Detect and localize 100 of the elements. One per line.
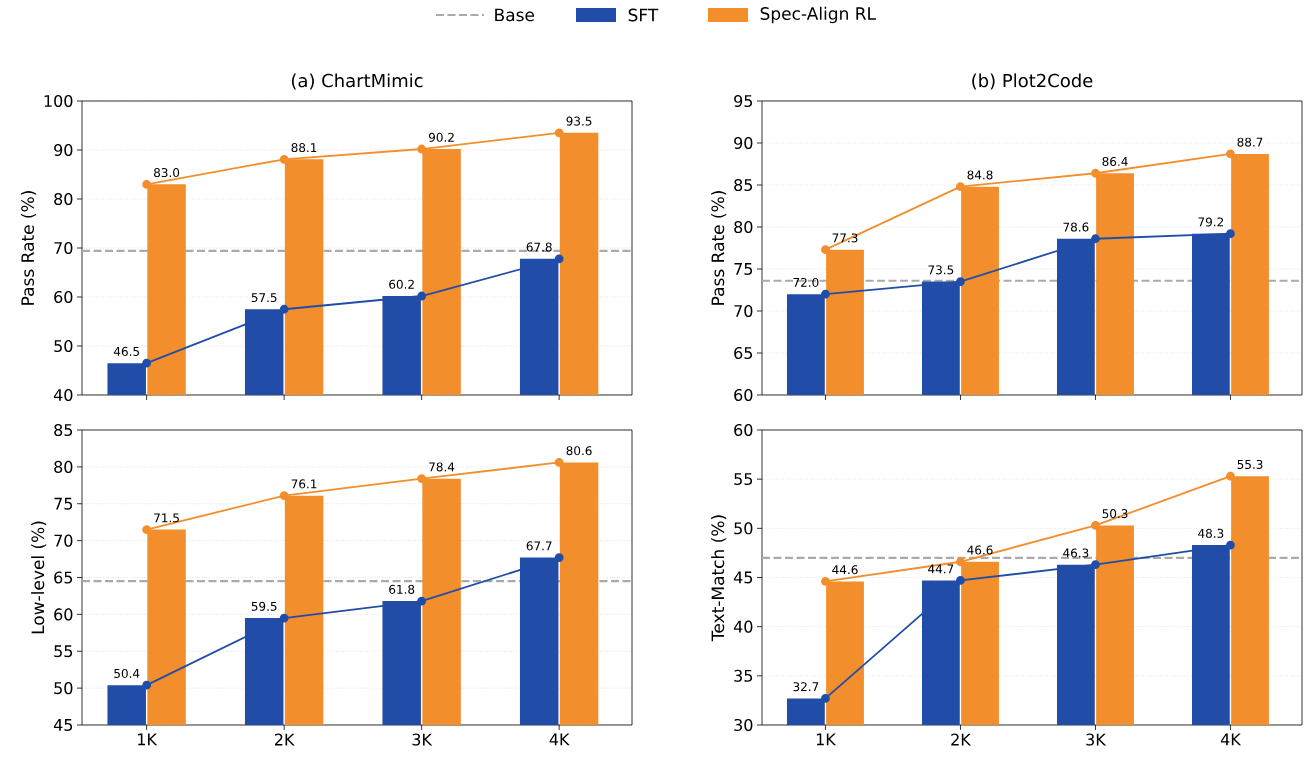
point [417,291,427,301]
data-label: 79.2 [1198,217,1224,227]
point [1091,168,1100,178]
y-tick-label: 40 [53,388,73,402]
x-tick-label: 1K [816,733,837,746]
x-tick-label: 2K [951,733,972,746]
data-label: 46.6 [967,545,993,555]
data-label: 46.5 [113,346,139,356]
data-label: 46.3 [1063,548,1089,558]
point [1226,471,1235,481]
y-axis-title: Low-level (%) [31,521,47,634]
point [821,577,830,586]
x-tick-label: 4K [1220,733,1242,746]
y-tick-label: 85 [54,423,73,437]
point [417,596,427,606]
point [142,358,152,368]
y-tick-label: 50 [54,339,73,353]
legend-label: Spec-Align RL [760,6,876,24]
y-tick-label: 70 [734,304,753,318]
y-tick-label: 95 [734,94,753,108]
y-tick-label: 60 [54,290,73,304]
point [279,154,289,164]
data-label: 50.4 [114,668,140,678]
data-label: 61.8 [389,584,415,594]
y-axis-title: Pass Rate (%) [711,191,727,305]
data-label: 67.8 [526,242,552,252]
data-label: 71.5 [154,513,179,523]
data-label: 76.1 [291,479,317,489]
y-axis-title: Pass Rate (%) [20,191,37,305]
data-label: 67.7 [526,541,552,551]
data-label: 72.0 [793,277,819,287]
y-tick-label: 100 [44,94,73,108]
data-label: 55.3 [1237,459,1263,470]
data-label: 93.5 [566,116,592,126]
point [1226,540,1235,550]
y-tick-label: 55 [734,473,753,486]
data-label: 44.6 [832,565,858,575]
y-tick-label: 65 [734,346,753,360]
data-label: 57.5 [251,293,277,303]
point [956,557,965,567]
y-tick-label: 90 [54,143,73,157]
data-label: 88.7 [1237,137,1263,147]
point [142,525,152,534]
y-tick-label: 65 [54,571,73,584]
y-tick-label: 75 [734,263,753,275]
y-tick-label: 55 [54,645,73,658]
legend-label: Base [495,8,535,22]
data-label: 80.6 [566,446,592,456]
data-label: 78.4 [429,462,455,472]
data-label: 90.2 [428,132,454,142]
point [142,179,152,189]
point [279,613,289,623]
y-tick-label: 50 [54,682,73,695]
x-tick-label: 3K [412,733,433,746]
point [1091,560,1100,570]
data-label: 78.6 [1063,222,1089,232]
y-tick-label: 40 [733,620,753,633]
data-label: 84.8 [967,170,993,180]
point [554,553,564,562]
point [1091,520,1100,530]
chart-title: (b) Plot2Code [972,73,1093,90]
y-tick-label: 50 [734,522,753,535]
y-tick-label: 80 [54,460,73,473]
point [956,277,965,286]
point [279,491,289,501]
point [554,128,564,138]
y-tick-label: 85 [734,178,753,192]
y-axis-title: Text-Match (%) [711,515,727,642]
x-tick-label: 3K [1086,733,1107,746]
y-tick-label: 60 [734,388,753,402]
point [554,458,564,467]
point [821,289,830,299]
y-tick-label: 60 [734,423,753,437]
x-tick-label: 4K [549,733,570,746]
point [417,474,427,484]
y-tick-label: 90 [734,136,753,150]
point [554,254,564,264]
y-tick-label: 30 [734,718,753,732]
data-label: 88.1 [291,143,317,153]
point [279,304,289,314]
y-tick-label: 75 [54,497,73,510]
x-tick-label: 2K [274,733,295,746]
y-tick-label: 45 [53,719,73,731]
data-label: 83.0 [154,168,180,178]
data-label: 86.4 [1102,156,1128,167]
data-label: 44.7 [928,564,954,574]
point [821,245,830,255]
data-label: 60.2 [389,279,414,289]
data-label: 32.7 [793,682,819,692]
point [1226,229,1235,239]
y-tick-label: 70 [54,241,73,255]
point [821,694,830,703]
y-tick-label: 45 [733,571,753,584]
y-tick-label: 80 [734,220,753,234]
point [142,680,152,690]
point [956,182,965,192]
y-tick-label: 60 [54,608,73,621]
y-tick-label: 70 [54,534,73,547]
data-label: 59.5 [251,601,277,611]
point [1226,149,1235,159]
